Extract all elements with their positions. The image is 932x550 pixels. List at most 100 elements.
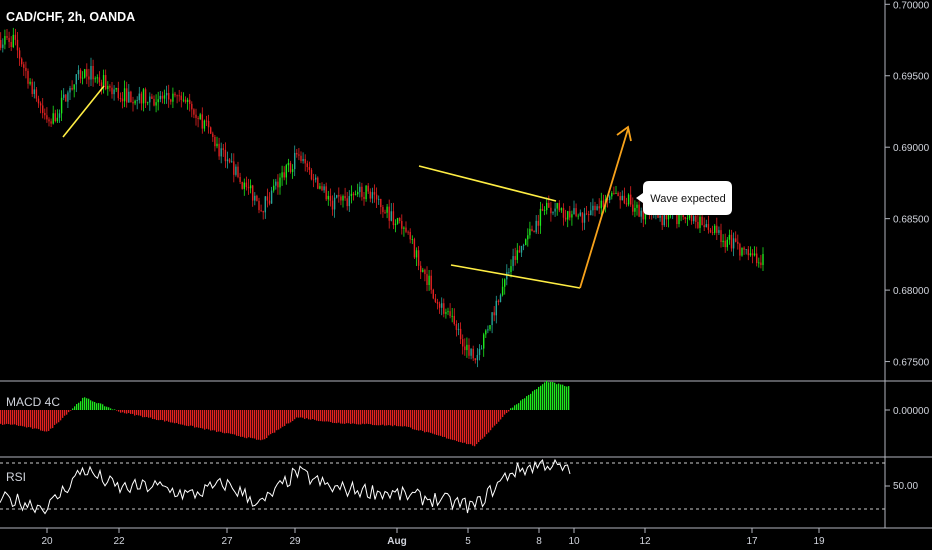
- macd-bar: [126, 410, 128, 414]
- macd-bar: [382, 410, 384, 425]
- price-axis[interactable]: 0.70000 0.69500 0.69000 0.68500 0.68000 0.675…: [884, 0, 930, 528]
- drawing-layer[interactable]: [62, 85, 632, 289]
- macd-bar: [138, 410, 140, 416]
- candle-body: [184, 99, 187, 102]
- macd-bar: [528, 394, 530, 410]
- candle-body: [10, 41, 12, 48]
- macd-bar: [512, 407, 514, 410]
- candle-body: [207, 120, 210, 128]
- candle-body: [88, 76, 90, 80]
- candle-body: [142, 89, 145, 104]
- macd-bar: [164, 410, 166, 422]
- candle-body: [401, 220, 403, 229]
- macd-bar: [462, 410, 464, 443]
- time-axis[interactable]: 20 22 27 29 Aug 5 8 10 12 17 19: [41, 528, 825, 547]
- macd-bar: [30, 410, 32, 428]
- macd-bar: [244, 410, 246, 438]
- macd-bar: [452, 410, 454, 440]
- macd-bar: [494, 410, 496, 426]
- candle-body: [352, 193, 355, 196]
- candle-body: [592, 205, 594, 211]
- candle-body: [315, 177, 317, 180]
- candle-body: [642, 210, 644, 220]
- macd-bar: [306, 410, 308, 419]
- candle-body: [741, 247, 743, 256]
- macd-bar: [156, 410, 158, 421]
- candle-body: [27, 70, 29, 84]
- wave-expected-callout[interactable]: Wave expected: [636, 181, 732, 215]
- macd-bar: [476, 410, 478, 445]
- candle-body: [289, 162, 292, 172]
- candle-body: [254, 195, 256, 201]
- candle-body: [455, 324, 458, 330]
- candle-body: [573, 208, 575, 215]
- macd-bar: [490, 410, 492, 431]
- candle-body: [302, 159, 304, 162]
- candle-body: [483, 334, 485, 349]
- candle-body: [275, 181, 277, 186]
- candle-body: [342, 196, 344, 201]
- macd-bar: [510, 408, 512, 410]
- macd-bar: [386, 410, 388, 426]
- candle-body: [504, 279, 506, 287]
- candle-body: [294, 152, 296, 170]
- candle-body: [58, 113, 61, 118]
- macd-bar: [42, 410, 44, 431]
- macd-bar: [82, 397, 84, 410]
- macd-bar: [144, 410, 146, 418]
- macd-bar: [264, 410, 266, 440]
- macd-bar: [266, 410, 268, 438]
- candle-body: [92, 65, 94, 80]
- macd-bar: [206, 410, 208, 429]
- candle-body: [739, 243, 741, 256]
- macd-bar: [372, 410, 374, 426]
- candle-body: [506, 272, 508, 280]
- candle-body: [730, 234, 733, 249]
- candle-body: [678, 212, 680, 225]
- macd-bar: [564, 386, 566, 410]
- candle-body: [390, 211, 392, 221]
- candle-body: [722, 240, 724, 243]
- candle-body: [543, 210, 546, 211]
- macd-bar: [482, 410, 484, 439]
- macd-bar: [448, 410, 450, 439]
- macd-bar: [14, 410, 16, 425]
- candle-body: [94, 78, 96, 80]
- time-tick-label: 12: [639, 536, 651, 547]
- macd-bar: [24, 410, 26, 427]
- price-tick-label: 0.69000: [893, 143, 930, 154]
- candle-body: [298, 154, 300, 156]
- candle-body: [638, 204, 640, 217]
- macd-bar: [376, 410, 378, 426]
- candle-body: [56, 117, 59, 122]
- candle-body: [54, 113, 56, 122]
- price-tick-label: 0.69500: [893, 72, 930, 83]
- macd-bar: [522, 399, 524, 410]
- candle-body: [317, 177, 319, 189]
- macd-bar: [534, 389, 536, 410]
- macd-bar: [400, 410, 402, 427]
- macd-bar: [368, 410, 370, 425]
- candle-body: [241, 181, 243, 189]
- macd-bar: [538, 386, 540, 410]
- macd-bar: [216, 410, 218, 433]
- macd-bar: [10, 410, 12, 425]
- price-tick-label: 0.70000: [893, 0, 930, 11]
- macd-bar: [550, 381, 552, 410]
- candle-body: [749, 253, 752, 256]
- candle-body: [157, 99, 159, 103]
- candle-body: [155, 102, 157, 106]
- candle-body: [107, 85, 109, 90]
- macd-bar: [454, 410, 456, 441]
- candle-body: [753, 253, 756, 256]
- macd-bar: [546, 380, 548, 410]
- candle-body: [676, 209, 678, 225]
- candle-body: [367, 185, 369, 192]
- macd-bar: [128, 410, 130, 414]
- candle-body: [697, 221, 699, 228]
- macd-bar: [194, 410, 196, 428]
- macd-bar: [152, 410, 154, 420]
- macd-bar: [394, 410, 396, 426]
- macd-bar: [314, 410, 316, 420]
